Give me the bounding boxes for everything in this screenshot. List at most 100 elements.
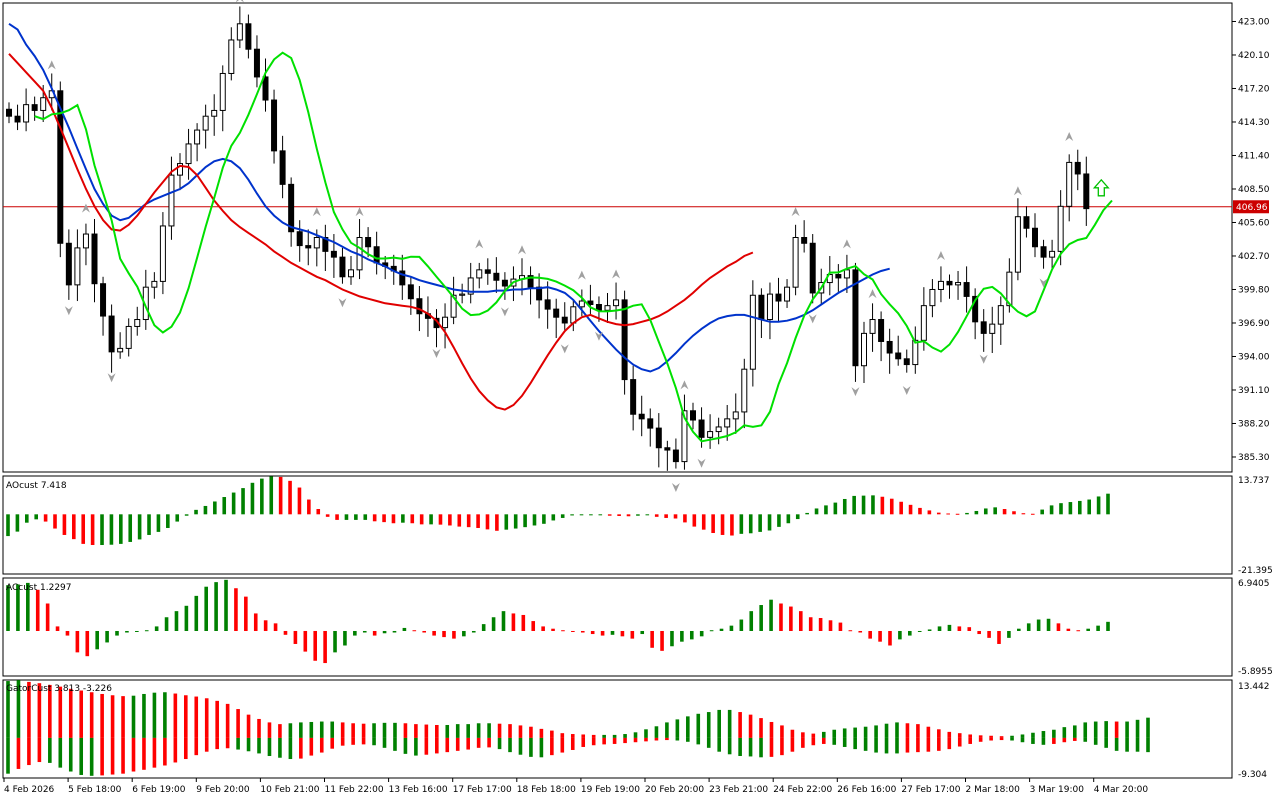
histogram-bar <box>432 630 436 636</box>
histogram-bar <box>95 630 99 650</box>
histogram-bar <box>848 630 853 632</box>
histogram-bar <box>551 628 555 631</box>
histogram-bar <box>288 737 293 760</box>
candle <box>690 402 696 430</box>
histogram-bar <box>842 498 847 515</box>
histogram-bar <box>1135 719 1140 738</box>
histogram-bar <box>100 737 104 776</box>
histogram-bar <box>340 737 345 746</box>
histogram-bar <box>673 514 678 519</box>
panel-frame <box>2 475 1233 575</box>
ao-panel[interactable] <box>2 475 1233 575</box>
time-axis-label: 11 Feb 22:00 <box>325 785 384 795</box>
histogram-bar <box>37 683 42 738</box>
histogram-bar <box>236 737 240 750</box>
candle <box>202 104 209 149</box>
histogram-bar <box>739 514 744 534</box>
histogram-bar <box>692 514 697 527</box>
histogram-bar <box>650 630 654 648</box>
time-axis-label: 24 Feb 22:00 <box>773 785 832 795</box>
fractal-arrow-icon <box>355 207 364 217</box>
histogram-bar <box>1056 623 1061 631</box>
histogram-bar <box>513 514 518 529</box>
histogram-bar <box>135 630 139 632</box>
histogram-bar <box>1104 721 1108 738</box>
histogram-bar <box>626 514 631 517</box>
fractal-arrow-icon <box>338 298 347 308</box>
candle <box>125 318 132 357</box>
histogram-bar <box>476 737 481 748</box>
histogram-bar <box>435 737 439 754</box>
histogram-bar <box>278 737 282 758</box>
histogram-bar <box>68 737 73 772</box>
histogram-bar <box>497 737 502 750</box>
histogram-bar <box>1096 496 1101 515</box>
histogram-bar <box>861 495 866 515</box>
candle <box>1074 149 1081 191</box>
candle <box>6 102 12 124</box>
histogram-bar <box>1076 630 1081 632</box>
histogram-bar <box>316 509 321 515</box>
fractal-arrow-icon <box>902 385 911 395</box>
histogram-bar <box>100 693 104 738</box>
histogram-bar <box>154 626 159 631</box>
time-axis-label: 9 Feb 20:00 <box>196 785 250 795</box>
histogram-bar <box>821 731 826 738</box>
histogram-bar <box>215 737 219 750</box>
histogram-bar <box>738 737 742 757</box>
histogram-bar <box>90 514 95 546</box>
histogram-bar <box>48 684 52 738</box>
candle <box>373 231 380 275</box>
histogram-bar <box>1010 737 1014 741</box>
fractal-arrow-icon <box>500 307 509 317</box>
price-axis-label: 414.30 <box>1238 118 1270 128</box>
histogram-bar <box>257 737 261 754</box>
histogram-bar <box>1125 737 1129 752</box>
histogram-bar <box>401 514 405 523</box>
histogram-bar <box>717 709 721 738</box>
candle <box>775 277 782 322</box>
histogram-bar <box>250 482 255 515</box>
panel-frame <box>2 2 1233 473</box>
histogram-bar <box>194 696 199 738</box>
candle <box>296 220 303 262</box>
candle <box>168 156 175 240</box>
histogram-bar <box>173 737 178 763</box>
candle <box>937 266 944 303</box>
histogram-bar <box>137 514 142 540</box>
candle <box>587 284 594 315</box>
candle <box>741 358 748 429</box>
histogram-bar <box>1146 737 1150 753</box>
candle <box>732 393 739 434</box>
histogram-bar <box>863 737 868 751</box>
ac-indicator-label: ACcust 1.2297 <box>6 583 72 593</box>
main-price-panel[interactable] <box>2 0 1233 493</box>
histogram-bar <box>476 514 480 528</box>
histogram-bar <box>105 630 109 643</box>
histogram-bar <box>937 729 941 738</box>
candle <box>963 266 970 313</box>
histogram-bar <box>1059 503 1063 515</box>
candle <box>980 309 987 352</box>
histogram-bar <box>989 735 993 738</box>
histogram-bar <box>1020 734 1025 738</box>
candle <box>929 279 936 318</box>
histogram-bar <box>429 514 433 525</box>
histogram-bar <box>523 514 527 528</box>
histogram-bar <box>997 630 1001 644</box>
histogram-bar <box>424 724 429 738</box>
histogram-bar <box>194 595 199 631</box>
histogram-bar <box>89 692 94 738</box>
histogram-bar <box>307 499 311 515</box>
candle <box>82 223 89 266</box>
gator-panel[interactable] <box>2 679 1233 779</box>
fractal-arrow-icon <box>979 354 988 364</box>
candle <box>672 438 679 469</box>
histogram-bar <box>699 630 704 637</box>
histogram-bar <box>908 630 912 636</box>
histogram-bar <box>487 723 491 738</box>
histogram-bar <box>6 681 10 738</box>
histogram-bar <box>983 508 988 515</box>
ac-panel[interactable] <box>2 577 1233 677</box>
